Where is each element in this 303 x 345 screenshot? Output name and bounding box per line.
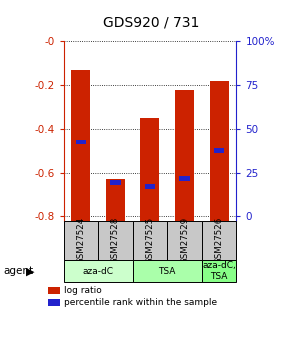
Text: aza-dC: aza-dC [83, 267, 114, 276]
Text: GSM27526: GSM27526 [215, 217, 224, 264]
Bar [210, 81, 228, 221]
Bar [202, 260, 236, 282]
Bar [106, 179, 125, 221]
Bar [64, 221, 98, 260]
Bar [141, 118, 159, 221]
Bar [175, 90, 194, 221]
Text: GSM27524: GSM27524 [76, 217, 85, 264]
Text: agent: agent [3, 266, 33, 276]
Bar [145, 185, 155, 189]
Bar [72, 70, 90, 221]
Text: GDS920 / 731: GDS920 / 731 [103, 16, 200, 29]
Bar [98, 221, 133, 260]
Bar [64, 260, 133, 282]
Text: ▶: ▶ [26, 266, 34, 276]
Bar [214, 148, 224, 153]
Text: GSM27528: GSM27528 [111, 217, 120, 264]
Bar [48, 287, 60, 294]
Text: GSM27529: GSM27529 [180, 217, 189, 264]
Text: GSM27525: GSM27525 [145, 217, 155, 264]
Bar [179, 176, 190, 180]
Bar [167, 221, 202, 260]
Text: log ratio: log ratio [64, 286, 102, 295]
Text: percentile rank within the sample: percentile rank within the sample [64, 298, 217, 307]
Text: TSA: TSA [158, 267, 176, 276]
Bar [76, 140, 86, 145]
Bar [133, 221, 167, 260]
Text: aza-dC,
TSA: aza-dC, TSA [202, 262, 236, 281]
Bar [48, 299, 60, 306]
Bar [202, 221, 236, 260]
Bar [110, 180, 121, 185]
Bar [133, 260, 202, 282]
